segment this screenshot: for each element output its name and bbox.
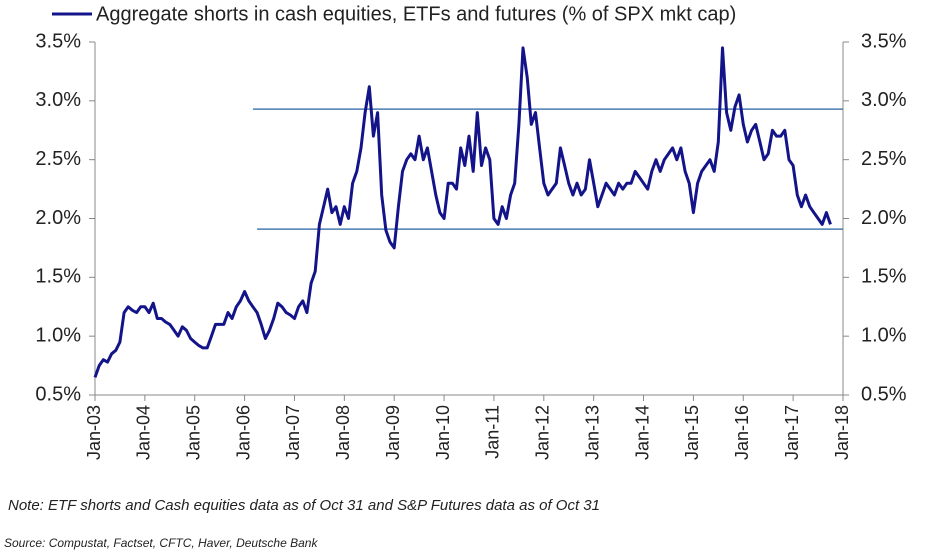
x-tick-label: Jan-17 (782, 405, 802, 460)
y2-tick-label: 3.0% (861, 89, 907, 111)
x-tick-label: Jan-18 (832, 405, 852, 460)
x-tick-label: Jan-08 (333, 405, 353, 460)
y-tick-label: 0.5% (35, 383, 81, 405)
y-tick-label: 3.5% (35, 30, 81, 52)
y-tick-label: 2.5% (35, 148, 81, 170)
y2-tick-label: 0.5% (861, 383, 907, 405)
note: Note: ETF shorts and Cash equities data … (8, 497, 600, 514)
source: Source: Compustat, Factset, CFTC, Haver,… (4, 536, 318, 550)
x-tick-label: Jan-07 (283, 405, 303, 460)
y2-tick-label: 1.5% (861, 266, 907, 288)
legend-label: Aggregate shorts in cash equities, ETFs … (96, 3, 736, 25)
x-tick-label: Jan-11 (483, 405, 503, 459)
y-tick-label: 2.0% (35, 207, 81, 229)
y-tick-label: 3.0% (35, 89, 81, 111)
x-tick-label: Jan-03 (84, 405, 104, 460)
x-tick-label: Jan-14 (632, 405, 652, 460)
x-tick-label: Jan-09 (383, 405, 403, 460)
y2-tick-label: 2.5% (861, 148, 907, 170)
x-tick-label: Jan-15 (682, 405, 702, 460)
series-line (93, 46, 832, 378)
x-tick-label: Jan-10 (433, 405, 453, 460)
x-tick-label: Jan-04 (134, 405, 154, 460)
x-tick-label: Jan-13 (582, 405, 602, 460)
x-tick-label: Jan-05 (183, 405, 203, 460)
y-tick-label: 1.5% (35, 266, 81, 288)
x-tick-label: Jan-12 (533, 405, 553, 460)
y2-tick-label: 1.0% (861, 324, 907, 346)
y-tick-label: 1.0% (35, 324, 81, 346)
y2-tick-label: 3.5% (861, 30, 907, 52)
x-tick-label: Jan-06 (233, 405, 253, 460)
x-tick-label: Jan-16 (732, 405, 752, 460)
y2-tick-label: 2.0% (861, 207, 907, 229)
